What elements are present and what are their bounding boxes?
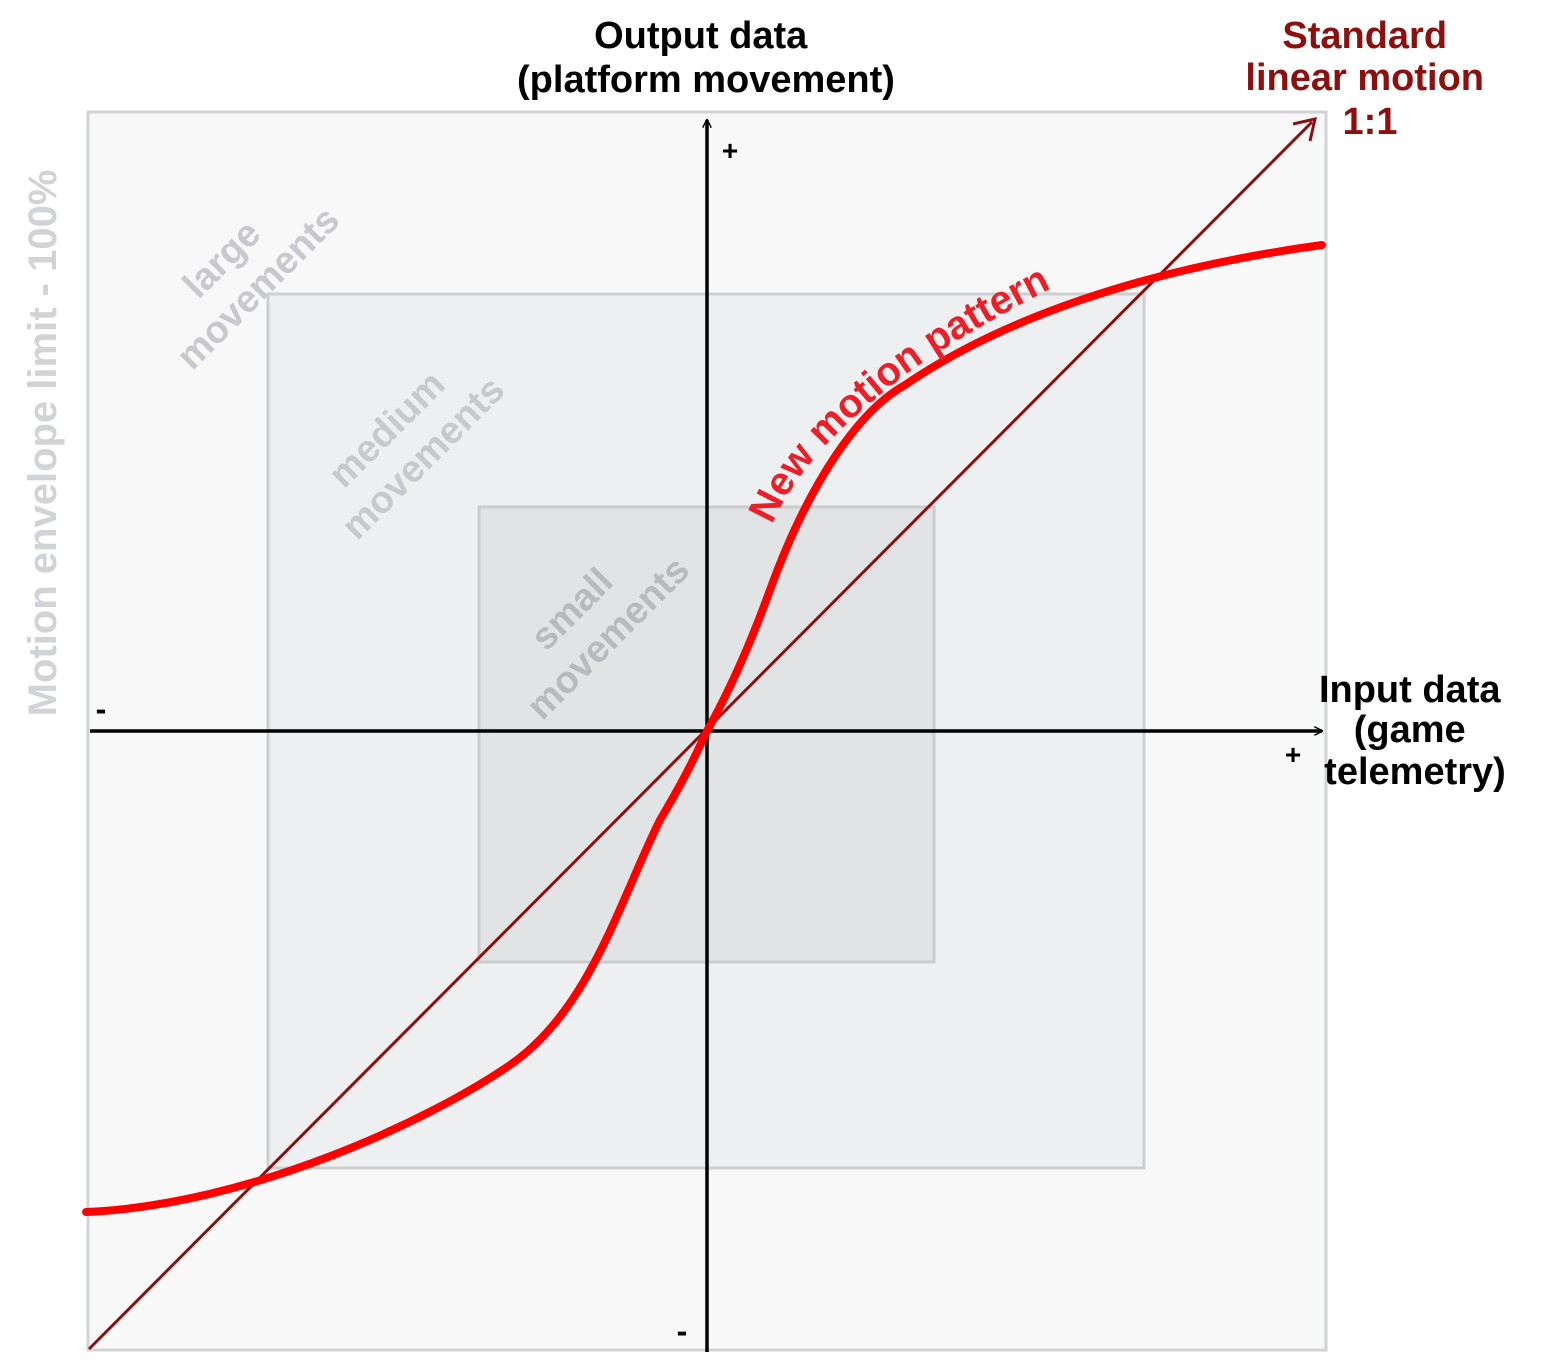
standard-label-line1: Standard	[1282, 15, 1447, 57]
standard-linear-label: Standard linear motion 1:1	[1245, 15, 1494, 143]
standard-label-line2: linear motion	[1245, 57, 1484, 99]
envelope-limit-label: Motion envelope limit - 100%	[21, 170, 65, 717]
x-axis-title-line1: Input data	[1319, 669, 1501, 711]
x-positive-sign: +	[1285, 739, 1301, 770]
x-negative-sign: -	[96, 691, 107, 727]
standard-linear-arrowhead	[1292, 117, 1317, 142]
x-axis-title-line2: (game	[1354, 709, 1466, 751]
standard-label-line3: 1:1	[1343, 101, 1398, 143]
y-axis-title: Output data (platform movement)	[517, 15, 895, 101]
x-axis-title: Input data (game telemetry)	[1319, 669, 1511, 793]
y-positive-sign: +	[722, 135, 738, 166]
x-axis-title-line3: telemetry)	[1324, 751, 1506, 793]
new-motion-pattern-curve	[82, 241, 1326, 1216]
y-axis-title-line2: (platform movement)	[517, 59, 895, 101]
y-axis-title-line1: Output data	[594, 15, 808, 57]
y-negative-sign: -	[677, 1313, 688, 1349]
